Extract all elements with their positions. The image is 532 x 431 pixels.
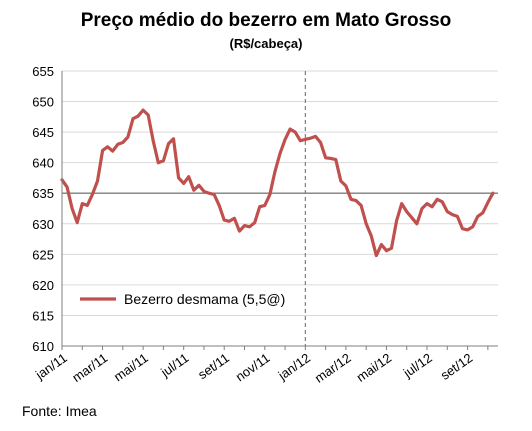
legend-label: Bezerro desmama (5,5@) <box>124 291 285 307</box>
x-tick-label-mar/11: mar/11 <box>69 350 110 385</box>
series-line-0 <box>60 108 495 258</box>
x-tick-label-set/11: set/11 <box>195 350 232 382</box>
source-note: Fonte: Imea <box>22 403 97 419</box>
y-tick-label-635: 635 <box>32 186 54 201</box>
y-tick-label-650: 650 <box>32 95 54 110</box>
x-tick-label-nov/11: nov/11 <box>233 350 273 384</box>
x-tick-label-mai/11: mai/11 <box>111 350 151 384</box>
y-tick-label-620: 620 <box>32 278 54 293</box>
y-tick-label-640: 640 <box>32 156 54 171</box>
y-tick-label-615: 615 <box>32 308 54 323</box>
y-tick-label-610: 610 <box>32 339 54 354</box>
x-tick-label-jul/12: jul/12 <box>400 350 435 381</box>
x-tick-label-mai/12: mai/12 <box>354 350 395 385</box>
y-tick-labels: 610 615 620 625 630 635 640 645 650 655 <box>32 64 54 354</box>
axes-group <box>61 71 498 350</box>
chart-subtitle: (R$/cabeça) <box>229 36 303 51</box>
x-tick-label-mar/12: mar/12 <box>312 350 354 385</box>
series-group <box>60 108 495 258</box>
x-tick-label-set/12: set/12 <box>438 350 476 383</box>
x-tick-label-jan/12: jan/12 <box>275 350 313 383</box>
x-tick-label-jan/11: jan/11 <box>32 350 70 383</box>
y-tick-label-655: 655 <box>32 64 54 79</box>
y-tick-label-645: 645 <box>32 125 54 140</box>
x-tick-label-jul/11: jul/11 <box>157 350 191 380</box>
legend: Bezerro desmama (5,5@) <box>80 291 285 307</box>
y-tick-label-630: 630 <box>32 217 54 232</box>
y-tick-label-625: 625 <box>32 247 54 262</box>
grid-lines <box>62 70 498 347</box>
x-tick-labels: jan/11 mar/11 mai/11 jul/11 set/11 nov/11 jan/… <box>32 350 475 385</box>
chart-title: Preço médio do bezerro em Mato Grosso <box>80 10 452 31</box>
